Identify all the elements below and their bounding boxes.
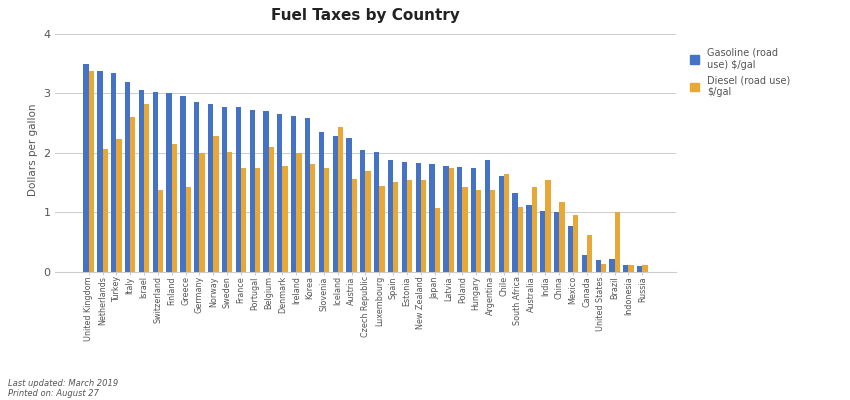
Bar	[88, 71, 94, 272]
Bar	[554, 212, 559, 272]
Bar	[144, 104, 150, 272]
Bar	[526, 205, 531, 272]
Bar	[269, 147, 274, 272]
Bar	[153, 92, 158, 272]
Bar	[429, 164, 434, 272]
Bar	[310, 164, 315, 272]
Bar	[139, 90, 144, 272]
Bar	[379, 186, 384, 272]
Bar	[587, 235, 592, 272]
Bar	[434, 208, 440, 272]
Bar	[449, 168, 454, 272]
Legend: Gasoline (road
use) $/gal, Diesel (road use)
$/gal: Gasoline (road use) $/gal, Diesel (road …	[687, 45, 793, 100]
Bar	[462, 187, 468, 272]
Bar	[601, 264, 606, 272]
Bar	[194, 102, 200, 272]
Bar	[568, 226, 573, 272]
Bar	[490, 190, 496, 272]
Bar	[366, 171, 371, 272]
Bar	[457, 167, 462, 272]
Bar	[291, 116, 297, 272]
Bar	[581, 255, 587, 272]
Bar	[319, 132, 324, 272]
Bar	[596, 260, 601, 272]
Title: Fuel Taxes by Country: Fuel Taxes by Country	[271, 8, 460, 23]
Bar	[235, 106, 241, 272]
Bar	[337, 127, 343, 272]
Bar	[83, 64, 88, 272]
Bar	[615, 212, 620, 272]
Bar	[531, 187, 537, 272]
Bar	[130, 117, 135, 272]
Bar	[504, 174, 509, 272]
Bar	[332, 136, 337, 272]
Bar	[499, 176, 504, 272]
Bar	[559, 202, 564, 272]
Bar	[484, 160, 490, 272]
Bar	[297, 153, 302, 272]
Bar	[518, 206, 523, 272]
Bar	[407, 180, 412, 272]
Bar	[352, 178, 357, 272]
Bar	[200, 153, 205, 272]
Bar	[264, 111, 269, 272]
Bar	[97, 72, 103, 272]
Y-axis label: Dollars per gallon: Dollars per gallon	[28, 104, 37, 196]
Bar	[643, 265, 648, 272]
Bar	[305, 118, 310, 272]
Bar	[125, 82, 130, 272]
Bar	[513, 194, 518, 272]
Bar	[222, 106, 227, 272]
Bar	[402, 162, 407, 272]
Bar	[167, 94, 172, 272]
Text: Last updated: March 2019
Printed on: August 27: Last updated: March 2019 Printed on: Aug…	[8, 378, 119, 398]
Bar	[628, 265, 634, 272]
Bar	[416, 163, 421, 272]
Bar	[476, 190, 481, 272]
Bar	[255, 168, 260, 272]
Bar	[241, 168, 246, 272]
Bar	[180, 96, 185, 272]
Bar	[421, 180, 426, 272]
Bar	[103, 149, 108, 272]
Bar	[546, 180, 551, 272]
Bar	[250, 110, 255, 272]
Bar	[116, 139, 122, 272]
Bar	[374, 152, 379, 272]
Bar	[282, 166, 287, 272]
Bar	[277, 114, 282, 272]
Bar	[347, 138, 352, 272]
Bar	[208, 104, 213, 272]
Bar	[471, 168, 476, 272]
Bar	[324, 168, 329, 272]
Bar	[227, 152, 232, 272]
Bar	[172, 144, 177, 272]
Bar	[111, 73, 116, 272]
Bar	[609, 259, 615, 272]
Bar	[540, 211, 546, 272]
Bar	[573, 216, 578, 272]
Bar	[637, 266, 643, 272]
Bar	[388, 160, 394, 272]
Bar	[185, 187, 191, 272]
Bar	[360, 150, 366, 272]
Bar	[623, 265, 628, 272]
Bar	[158, 190, 163, 272]
Bar	[444, 166, 449, 272]
Bar	[394, 182, 399, 272]
Bar	[213, 136, 218, 272]
